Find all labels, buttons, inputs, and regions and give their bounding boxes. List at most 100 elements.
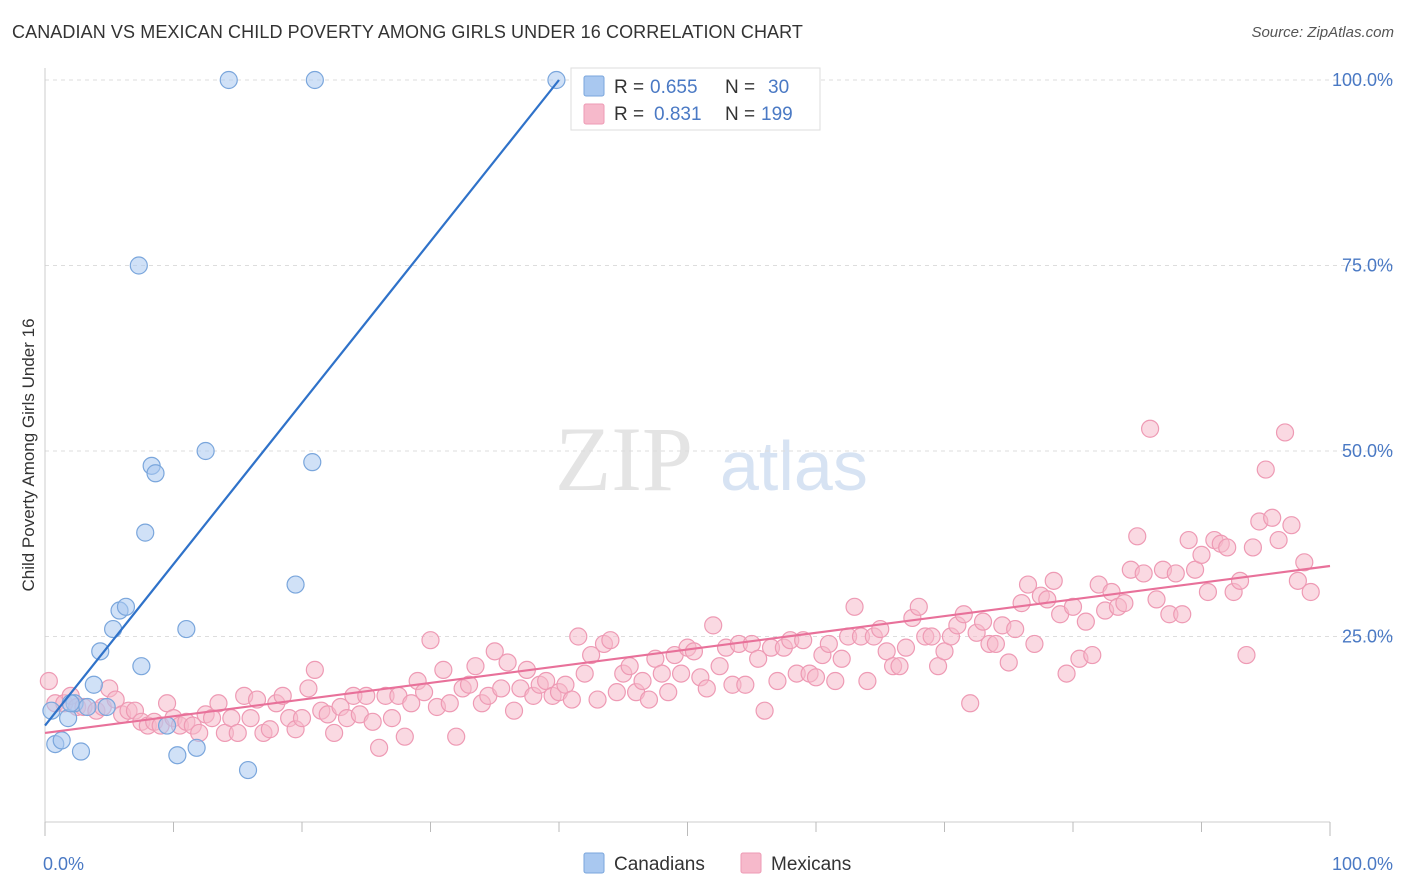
- legend-canadians-r-label: R =: [614, 77, 644, 98]
- bottom-legend-swatch-mexicans: [740, 852, 762, 874]
- mexicans-point: [659, 683, 678, 702]
- mexicans-point: [421, 631, 440, 650]
- mexicans-point: [575, 664, 594, 683]
- mexicans-point: [434, 660, 453, 679]
- mexicans-point: [1018, 575, 1038, 594]
- top-legend: R = 0.655 N = 30 R = 0.831 N = 199: [570, 67, 821, 131]
- mexicans-point: [826, 671, 845, 691]
- mexicans-point: [986, 634, 1006, 654]
- canadians-trend-line: [44, 79, 560, 727]
- mexicans-point: [402, 694, 421, 713]
- mexicans-point: [228, 723, 247, 743]
- mexicans-point: [1237, 645, 1256, 665]
- mexicans-point: [652, 664, 671, 683]
- legend-mexicans-n: 199: [761, 104, 793, 125]
- legend-box: [570, 67, 821, 131]
- trend-lines: [44, 79, 1331, 735]
- mexicans-point: [209, 694, 228, 713]
- canadians-point: [104, 619, 123, 639]
- mexicans-point: [1115, 594, 1134, 613]
- mexicans-point: [466, 657, 485, 676]
- y-tick-label: 75.0%: [1342, 256, 1393, 276]
- canadians-point: [196, 441, 215, 461]
- mexicans-point: [1282, 516, 1301, 535]
- canadians-point: [129, 256, 148, 275]
- mexicans-point: [1076, 612, 1095, 631]
- canadians-point: [78, 697, 97, 717]
- canadians-points: [42, 70, 566, 780]
- mexicans-point: [1006, 619, 1025, 639]
- canadians-point: [146, 464, 165, 483]
- mexicans-point: [273, 686, 292, 705]
- canadians-point: [97, 697, 116, 717]
- canadians-point: [91, 642, 110, 661]
- legend-swatch-mexicans: [583, 103, 605, 125]
- mexicans-point: [504, 701, 524, 720]
- bottom-legend-mexicans: Mexicans: [771, 854, 851, 875]
- mexicans-point: [755, 701, 774, 720]
- mexicans-point: [961, 694, 980, 713]
- mexicans-point: [1263, 508, 1282, 527]
- canadians-point: [177, 619, 196, 639]
- mexicans-point: [896, 638, 916, 657]
- mexicans-point: [382, 709, 402, 728]
- mexicans-point: [973, 612, 993, 631]
- canadians-point: [61, 694, 80, 713]
- mexicans-point: [498, 653, 517, 672]
- canadians-point: [132, 657, 151, 676]
- legend-canadians-n: 30: [768, 77, 789, 98]
- mexicans-point: [671, 664, 691, 683]
- mexicans-point: [1012, 594, 1031, 613]
- mexicans-point: [588, 690, 607, 709]
- mexicans-point: [1230, 571, 1250, 590]
- bottom-legend-swatch-canadians: [583, 852, 605, 874]
- mexicans-point: [999, 653, 1018, 672]
- mexicans-point: [414, 683, 434, 702]
- mexicans-point: [447, 727, 466, 746]
- mexicans-point: [569, 627, 588, 646]
- mexicans-point: [1044, 571, 1063, 590]
- mexicans-point: [1301, 582, 1320, 602]
- mexicans-point: [1288, 571, 1307, 590]
- mexicans-point: [639, 690, 659, 709]
- mexicans-point: [832, 649, 851, 668]
- mexicans-point: [1269, 530, 1288, 550]
- mexicans-point: [1173, 605, 1192, 624]
- mexicans-point: [768, 671, 787, 691]
- mexicans-point: [858, 671, 877, 691]
- mexicans-point: [492, 679, 511, 698]
- mexicans-point: [1243, 538, 1263, 557]
- canadians-point: [71, 742, 91, 761]
- y-tick-label: 50.0%: [1342, 441, 1393, 461]
- mexicans-point: [1295, 553, 1314, 572]
- bottom-legend-canadians: Canadians: [614, 854, 705, 875]
- mexicans-point: [1083, 645, 1102, 665]
- mexicans-point: [485, 642, 504, 661]
- mexicans-point: [710, 657, 729, 676]
- legend-mexicans-n-label: N =: [725, 104, 755, 125]
- canadians-point: [187, 738, 206, 757]
- canadians-point: [219, 70, 238, 90]
- mexicans-point: [39, 671, 58, 691]
- mexicans-point: [1218, 538, 1237, 557]
- mexicans-point: [1025, 634, 1044, 654]
- y-tick-label: 25.0%: [1342, 627, 1393, 647]
- canadians-point: [238, 760, 258, 780]
- legend-mexicans-r-label: R =: [614, 104, 644, 125]
- mexicans-point: [633, 671, 652, 691]
- mexicans-point: [1275, 423, 1295, 442]
- mexicans-points: [39, 419, 1320, 757]
- mexicans-trend-line: [44, 564, 1331, 735]
- legend-mexicans-r: 0.831: [654, 104, 702, 125]
- mexicans-point: [1140, 419, 1160, 438]
- canadians-point: [157, 716, 177, 735]
- mexicans-point: [684, 642, 704, 661]
- mexicans-point: [582, 645, 601, 665]
- bottom-legend: Canadians Mexicans: [583, 852, 851, 875]
- y-tick-label: 100.0%: [1332, 70, 1393, 90]
- mexicans-point: [1198, 582, 1218, 602]
- mexicans-point: [241, 709, 260, 728]
- mexicans-point: [370, 738, 389, 757]
- mexicans-point: [697, 679, 716, 698]
